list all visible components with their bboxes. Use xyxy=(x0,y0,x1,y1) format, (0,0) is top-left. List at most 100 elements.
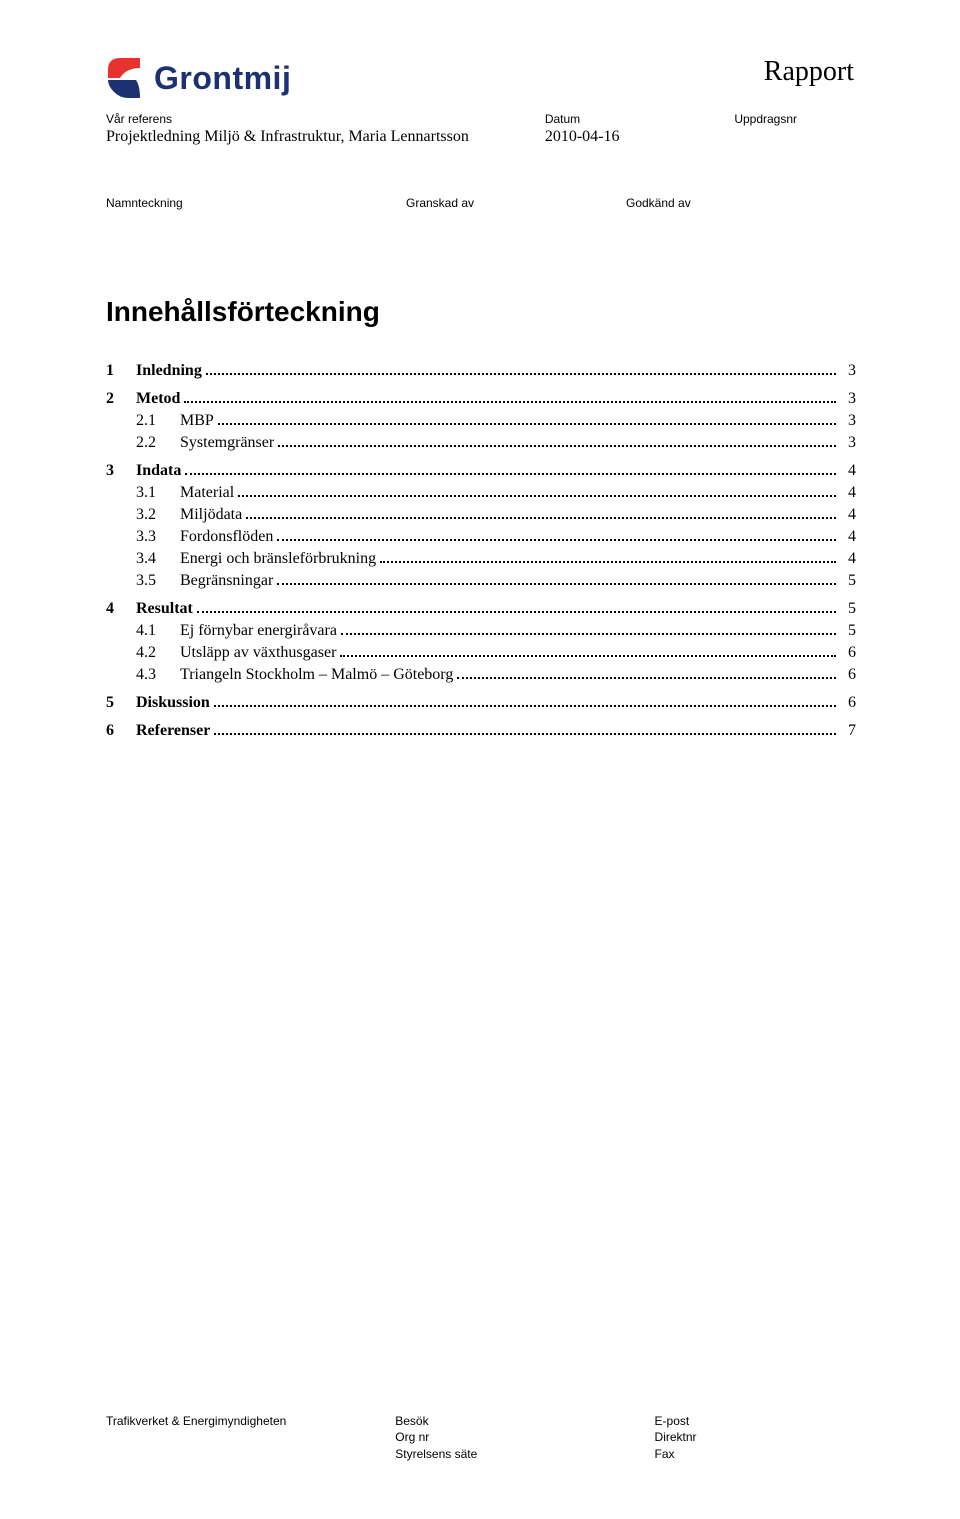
toc-entry-number: 3.1 xyxy=(136,484,180,502)
logo-block: Grontmij xyxy=(106,56,291,100)
toc-entry-page: 4 xyxy=(840,484,856,502)
toc-entry-page: 4 xyxy=(840,506,856,524)
toc-entry: 2.2Systemgränser 3 xyxy=(106,434,856,452)
signoff-row: Namnteckning Granskad av Godkänd av xyxy=(106,196,854,210)
toc-entry-page: 6 xyxy=(840,694,856,712)
footer-col3: E-post Direktnr Fax xyxy=(655,1413,854,1463)
toc-entry-number: 1 xyxy=(106,362,136,380)
signoff-reviewed-label: Granskad av xyxy=(406,196,626,210)
toc-entry-page: 5 xyxy=(840,600,856,618)
toc-entry: 5Diskussion6 xyxy=(106,694,856,712)
toc-entry-text: Energi och bränsleförbrukning xyxy=(180,550,376,568)
meta-assignment-label: Uppdragsnr xyxy=(734,112,854,126)
meta-date-label: Datum xyxy=(545,112,735,126)
grontmij-logo-icon xyxy=(106,56,146,100)
toc-entry-page: 3 xyxy=(840,412,856,430)
footer-col3-item: Direktnr xyxy=(655,1429,854,1446)
toc-entry-page: 6 xyxy=(840,666,856,684)
footer-col2-item: Besök xyxy=(395,1413,654,1430)
footer-col2-item: Org nr xyxy=(395,1429,654,1446)
toc-leader xyxy=(197,602,836,613)
toc-leader xyxy=(238,486,836,497)
toc-entry: 4Resultat 5 xyxy=(106,600,856,618)
toc-leader xyxy=(214,696,836,707)
toc-entry-page: 3 xyxy=(840,390,856,408)
footer-col3-item: E-post xyxy=(655,1413,854,1430)
toc-entry-text: Material xyxy=(180,484,234,502)
toc-entry-page: 4 xyxy=(840,462,856,480)
footer-col2-item: Styrelsens säte xyxy=(395,1446,654,1463)
table-of-contents: 1Inledning32Metod32.1MBP32.2Systemgränse… xyxy=(106,362,854,740)
toc-leader xyxy=(340,646,836,657)
toc-entry: 3.3Fordonsflöden 4 xyxy=(106,528,856,546)
toc-entry-text: Resultat xyxy=(136,600,193,618)
toc-entry-page: 4 xyxy=(840,550,856,568)
report-label: Rapport xyxy=(764,56,854,88)
toc-entry-text: Metod xyxy=(136,390,180,408)
signoff-name-label: Namnteckning xyxy=(106,196,406,210)
meta-row: Vår referens Projektledning Miljö & Infr… xyxy=(106,112,854,146)
toc-entry-text: Fordonsflöden xyxy=(180,528,273,546)
toc-leader xyxy=(214,724,836,735)
toc-entry: 6Referenser7 xyxy=(106,722,856,740)
toc-entry-number: 3.2 xyxy=(136,506,180,524)
toc-entry-number: 3.4 xyxy=(136,550,180,568)
toc-leader xyxy=(380,552,836,563)
toc-entry-number: 3.3 xyxy=(136,528,180,546)
toc-entry-text: Inledning xyxy=(136,362,202,380)
toc-entry: 3.1Material 4 xyxy=(106,484,856,502)
toc-entry-number: 3.5 xyxy=(136,572,180,590)
toc-entry: 3.2Miljödata 4 xyxy=(106,506,856,524)
toc-entry: 2.1MBP 3 xyxy=(106,412,856,430)
toc-entry-page: 3 xyxy=(840,362,856,380)
toc-entry-page: 4 xyxy=(840,528,856,546)
toc-entry-text: Systemgränser xyxy=(180,434,274,452)
toc-entry-text: Ej förnybar energiråvara xyxy=(180,622,337,640)
toc-title: Innehållsförteckning xyxy=(106,296,854,328)
toc-leader xyxy=(277,574,836,585)
meta-ref-value: Projektledning Miljö & Infrastruktur, Ma… xyxy=(106,128,545,146)
toc-entry: 2Metod 3 xyxy=(106,390,856,408)
toc-entry: 3.5Begränsningar 5 xyxy=(106,572,856,590)
toc-entry: 3.4Energi och bränsleförbrukning 4 xyxy=(106,550,856,568)
footer-client: Trafikverket & Energimyndigheten xyxy=(106,1413,395,1463)
toc-leader xyxy=(246,508,836,519)
meta-date-value: 2010-04-16 xyxy=(545,128,735,146)
toc-entry-page: 7 xyxy=(840,722,856,740)
toc-entry-text: Begränsningar xyxy=(180,572,273,590)
toc-leader xyxy=(185,464,836,475)
toc-entry-number: 4.2 xyxy=(136,644,180,662)
toc-entry-number: 3 xyxy=(106,462,136,480)
footer-col3-item: Fax xyxy=(655,1446,854,1463)
toc-entry-text: MBP xyxy=(180,412,214,430)
toc-entry-number: 4.1 xyxy=(136,622,180,640)
toc-entry: 4.1Ej förnybar energiråvara 5 xyxy=(106,622,856,640)
meta-ref-label: Vår referens xyxy=(106,112,545,126)
toc-entry-number: 4.3 xyxy=(136,666,180,684)
toc-entry: 4.2Utsläpp av växthusgaser 6 xyxy=(106,644,856,662)
toc-entry-text: Utsläpp av växthusgaser xyxy=(180,644,336,662)
toc-leader xyxy=(457,668,836,679)
toc-entry-text: Triangeln Stockholm – Malmö – Göteborg xyxy=(180,666,453,684)
toc-entry-page: 6 xyxy=(840,644,856,662)
header: Grontmij Rapport xyxy=(106,56,854,100)
toc-entry-text: Indata xyxy=(136,462,181,480)
toc-leader xyxy=(277,530,836,541)
footer-col2: Besök Org nr Styrelsens säte xyxy=(395,1413,654,1463)
toc-leader xyxy=(278,436,836,447)
toc-entry-number: 2 xyxy=(106,390,136,408)
toc-leader xyxy=(218,414,836,425)
footer: Trafikverket & Energimyndigheten Besök O… xyxy=(106,1413,854,1463)
company-name: Grontmij xyxy=(154,60,291,97)
toc-entry-number: 4 xyxy=(106,600,136,618)
toc-entry-page: 5 xyxy=(840,572,856,590)
toc-leader xyxy=(184,392,836,403)
toc-entry-number: 5 xyxy=(106,694,136,712)
toc-entry-page: 5 xyxy=(840,622,856,640)
toc-entry-text: Miljödata xyxy=(180,506,242,524)
toc-entry-number: 2.1 xyxy=(136,412,180,430)
toc-entry-number: 2.2 xyxy=(136,434,180,452)
toc-entry-page: 3 xyxy=(840,434,856,452)
signoff-approved-label: Godkänd av xyxy=(626,196,846,210)
toc-leader xyxy=(341,624,836,635)
